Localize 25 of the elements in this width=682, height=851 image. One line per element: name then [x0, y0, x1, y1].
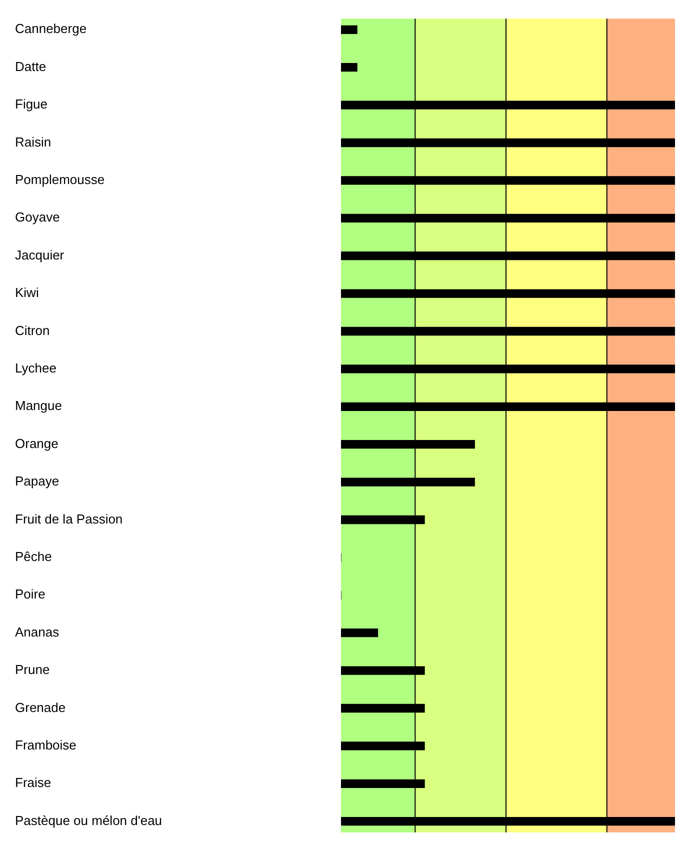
y-tick-label: Poire [15, 586, 46, 602]
y-tick-label: Ananas [15, 624, 60, 640]
bar [341, 63, 358, 72]
bar [341, 628, 378, 638]
y-tick-label: Mangue [15, 398, 62, 414]
y-tick-label: Goyave [15, 210, 60, 225]
y-tick-label: Fruit de la Passion [15, 511, 123, 526]
y-tick-label: Canneberge [15, 21, 87, 36]
y-tick-label: Figue [15, 96, 48, 112]
y-tick-label: Pomplemousse [15, 172, 105, 188]
y-tick-label: Kiwi [15, 285, 39, 300]
y-tick-label: Fraise [15, 775, 52, 790]
y-tick-label: Datte [15, 58, 46, 74]
y-tick-label: Orange [15, 436, 58, 451]
y-tick-label: Papaye [15, 474, 60, 489]
y-tick-label: Framboise [15, 738, 76, 753]
y-tick-label: Pastèque ou mélon d'eau [15, 812, 162, 828]
y-tick-label: Grenade [15, 700, 66, 715]
bar [341, 25, 358, 34]
y-tick-label: Lychee [15, 360, 56, 376]
y-tick-label: Citron [15, 322, 50, 338]
y-tick-label: Pêche [15, 549, 52, 564]
y-tick-label: Raisin [15, 134, 52, 150]
y-tick-label: Jacquier [15, 247, 65, 262]
y-tick-label: Prune [15, 662, 50, 678]
